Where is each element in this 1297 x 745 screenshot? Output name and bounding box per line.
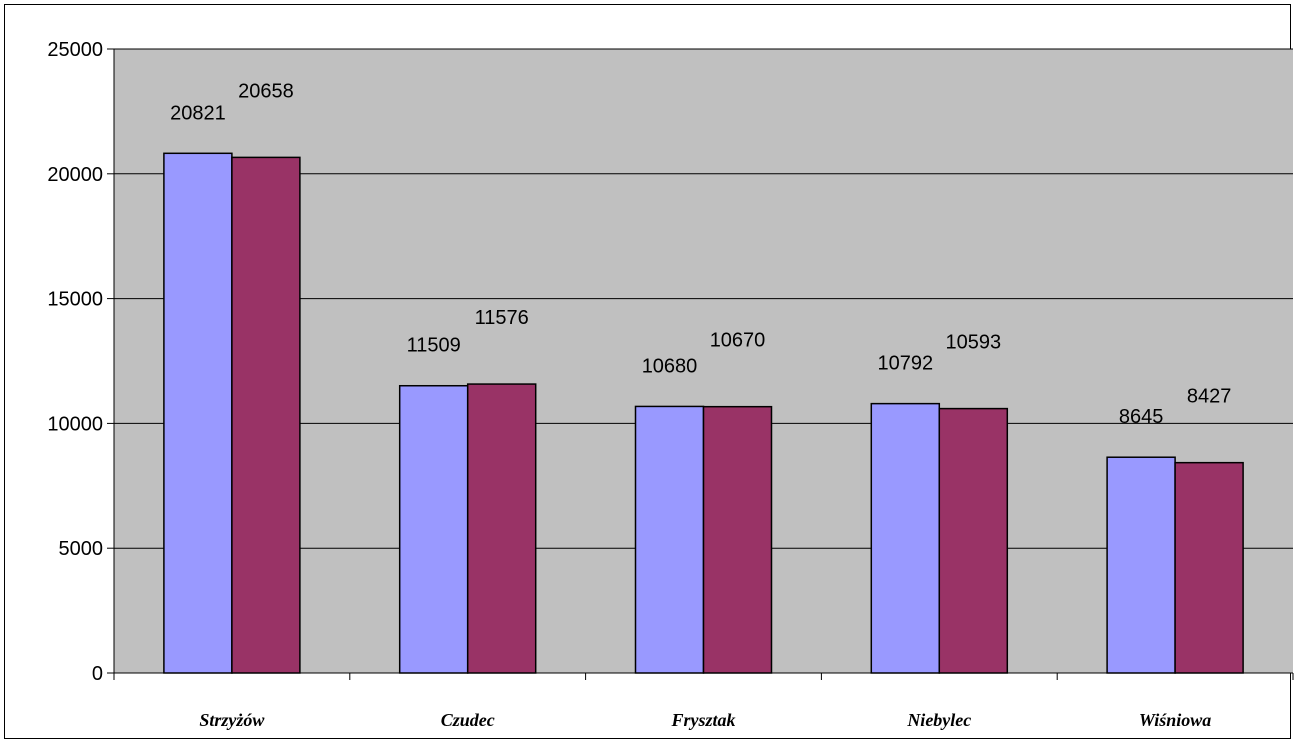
y-tick-label: 10000 <box>47 413 103 435</box>
bar <box>398 384 469 674</box>
data-label: 8645 <box>1119 406 1164 428</box>
bar <box>163 152 233 674</box>
data-label: 11576 <box>475 307 529 329</box>
bar <box>466 383 537 674</box>
bar <box>870 402 941 674</box>
data-label: 20821 <box>170 102 226 124</box>
category-label: Wiśniowa <box>1139 710 1211 730</box>
y-tick-label: 25000 <box>47 39 103 61</box>
y-tick-label: 20000 <box>47 164 103 186</box>
category-label: Frysztak <box>670 710 735 730</box>
category-label: Czudec <box>441 710 495 730</box>
data-label: 10593 <box>945 332 1001 354</box>
bar <box>634 405 705 674</box>
bar <box>702 405 773 674</box>
category-label: Strzyżów <box>199 710 265 730</box>
y-tick-label: 0 <box>92 663 103 685</box>
data-label: 11509 <box>407 335 461 357</box>
data-label: 8427 <box>1187 386 1232 408</box>
data-label: 10792 <box>877 353 933 375</box>
bar <box>1174 461 1244 674</box>
category-label: Niebylec <box>906 710 971 730</box>
y-tick-label: 15000 <box>47 289 103 311</box>
bar <box>938 407 1009 674</box>
y-tick-label: 5000 <box>59 538 104 560</box>
data-label: 20658 <box>238 80 294 102</box>
bar <box>231 156 301 674</box>
labels: 0 5000 10000 15000 20000 25000 20821 20658 Strzy… <box>47 39 1231 730</box>
axes <box>107 48 1294 680</box>
bars <box>163 152 1244 674</box>
data-label: 10670 <box>710 330 766 352</box>
data-label: 10680 <box>642 355 698 377</box>
bar <box>1106 456 1176 674</box>
